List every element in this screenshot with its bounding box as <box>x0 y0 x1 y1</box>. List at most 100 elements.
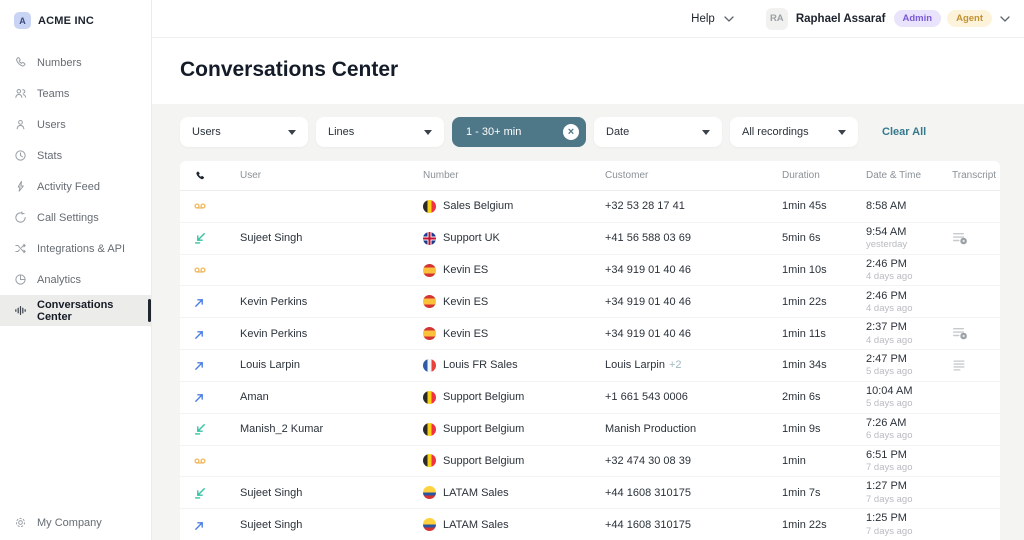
table-row[interactable]: Sujeet Singh LATAM Sales +44 1608 310175 1m… <box>180 509 1000 540</box>
table-row[interactable]: Sujeet Singh LATAM Sales +44 1608 310175 1m… <box>180 477 1000 510</box>
customer-cell: Louis Larpin +2 <box>605 359 682 372</box>
user-cell: Sujeet Singh <box>240 232 303 245</box>
brand[interactable]: A ACME INC <box>0 0 151 39</box>
flag-be-icon <box>423 390 436 404</box>
time-value: 1:27 PM <box>866 480 907 493</box>
relative-date: 5 days ago <box>866 366 913 378</box>
flag-be-icon <box>423 422 436 436</box>
user-menu[interactable]: RA Raphael Assaraf Admin Agent <box>765 7 1010 30</box>
column-header-user: User <box>240 170 262 181</box>
sidebar-item-label: Numbers <box>37 56 82 69</box>
flag-fr-icon <box>423 358 436 372</box>
duration-cell: 1min 11s <box>782 327 826 340</box>
flag-be-icon <box>423 454 436 468</box>
number-cell: LATAM Sales <box>423 518 605 532</box>
duration-cell: 1min 45s <box>782 200 827 213</box>
sidebar-item-analytics[interactable]: Analytics <box>0 264 151 295</box>
duration-cell: 1min 7s <box>782 486 821 499</box>
role-badges: Admin Agent <box>893 10 992 27</box>
sidebar-item-stats[interactable]: Stats <box>0 140 151 171</box>
inbound-call-icon <box>180 232 240 244</box>
sidebar-item-call-settings[interactable]: Call Settings <box>0 202 151 233</box>
help-menu[interactable]: Help <box>691 13 734 25</box>
transcript-cell[interactable] <box>952 232 1000 245</box>
number-cell: Sales Belgium <box>423 199 605 213</box>
user-cell: Sujeet Singh <box>240 486 303 499</box>
transcript-cell[interactable] <box>952 359 1000 372</box>
inbound-call-icon <box>180 487 240 499</box>
table-row[interactable]: Sujeet Singh Support UK +41 56 588 03 69 5m… <box>180 223 1000 255</box>
datetime-cell: 7:26 AM 6 days ago <box>866 416 952 443</box>
sidebar-item-integrations-api[interactable]: Integrations & API <box>0 233 151 264</box>
customer-cell: +44 1608 310175 <box>605 518 691 531</box>
sidebar-item-label: Integrations & API <box>37 242 126 255</box>
table-row[interactable]: Manish_2 Kumar Support Belgium Manish Prod… <box>180 414 1000 446</box>
voicemail-icon <box>180 200 240 212</box>
flag-be-icon <box>423 199 436 213</box>
table-row[interactable]: Support Belgium +32 474 30 08 39 1min 6:51 … <box>180 446 1000 478</box>
integrations-icon <box>14 242 27 255</box>
datetime-cell: 2:46 PM 4 days ago <box>866 257 952 284</box>
chip-label: 1 - 30+ min <box>466 126 522 138</box>
user-cell: Manish_2 Kumar <box>240 423 324 436</box>
content-area: Users Lines 1 - 30+ min × Date All recordings… <box>152 104 1024 540</box>
sidebar: A ACME INC Numbers Teams Users Stats Activit… <box>0 0 152 540</box>
number-cell: Support Belgium <box>423 454 605 468</box>
table-row[interactable]: Kevin Perkins Kevin ES +34 919 01 40 46 1mi… <box>180 318 1000 351</box>
line-name: Support Belgium <box>443 454 525 467</box>
table-row[interactable]: Sales Belgium +32 53 28 17 41 1min 45s 8:58… <box>180 191 1000 223</box>
table-row[interactable]: Aman Support Belgium +1 661 543 0006 2min 6… <box>180 382 1000 414</box>
customer-cell: +1 661 543 0006 <box>605 391 688 404</box>
table-row[interactable]: Kevin Perkins Kevin ES +34 919 01 40 46 1mi… <box>180 286 1000 319</box>
filter-dropdown-date[interactable]: Date <box>594 117 722 147</box>
column-header-transcript: Transcript <box>952 170 997 181</box>
caret-down-icon <box>288 129 296 135</box>
conversations-table: User Number Customer Duration Date & Time Tra… <box>180 161 1000 540</box>
flag-co-icon <box>423 518 436 532</box>
sidebar-item-teams[interactable]: Teams <box>0 78 151 109</box>
filter-dropdown-users[interactable]: Users <box>180 117 308 147</box>
sidebar-item-label: Call Settings <box>37 211 99 224</box>
user-icon <box>14 118 27 131</box>
table-row[interactable]: Kevin ES +34 919 01 40 46 1min 10s 2:46 PM 4… <box>180 255 1000 287</box>
table-row[interactable]: Louis Larpin Louis FR Sales Louis Larpin +2… <box>180 350 1000 382</box>
transcript-cell[interactable] <box>952 327 1000 340</box>
user-cell: Louis Larpin <box>240 359 300 372</box>
sidebar-item-my-company[interactable]: My Company <box>0 507 151 538</box>
sidebar-item-users[interactable]: Users <box>0 109 151 140</box>
active-indicator <box>148 299 151 322</box>
clear-all-button[interactable]: Clear All <box>882 126 927 138</box>
user-cell: Kevin Perkins <box>240 295 308 308</box>
outbound-call-icon <box>180 296 240 308</box>
filter-dropdown-lines[interactable]: Lines <box>316 117 444 147</box>
voicemail-icon <box>180 264 240 276</box>
column-header-number: Number <box>423 170 459 181</box>
sidebar-item-numbers[interactable]: Numbers <box>0 47 151 78</box>
brand-name: ACME INC <box>38 14 94 27</box>
agent-badge: Agent <box>947 10 992 27</box>
time-value: 2:46 PM <box>866 289 907 302</box>
close-icon[interactable]: × <box>563 124 579 140</box>
main-area: Help RA Raphael Assaraf Admin Agent Conve… <box>152 0 1024 540</box>
line-name: Support Belgium <box>443 423 525 436</box>
duration-cell: 1min 9s <box>782 423 821 436</box>
datetime-cell: 10:04 AM 5 days ago <box>866 384 952 411</box>
sidebar-item-conversations-center[interactable]: Conversations Center <box>0 295 151 326</box>
call-settings-icon <box>14 211 27 224</box>
chevron-down-icon[interactable] <box>1000 15 1010 22</box>
table-body: Sales Belgium +32 53 28 17 41 1min 45s 8:58… <box>180 191 1000 540</box>
caret-down-icon <box>424 129 432 135</box>
sidebar-item-activity-feed[interactable]: Activity Feed <box>0 171 151 202</box>
admin-badge: Admin <box>893 10 942 27</box>
filter-chip-duration[interactable]: 1 - 30+ min × <box>452 117 586 147</box>
outbound-call-icon <box>180 328 240 340</box>
outbound-call-icon <box>180 519 240 531</box>
relative-date: 7 days ago <box>866 461 913 473</box>
filter-label: Users <box>192 126 221 138</box>
customer-cell: +32 53 28 17 41 <box>605 200 685 213</box>
teams-icon <box>14 87 27 100</box>
customer-cell: +41 56 588 03 69 <box>605 232 691 245</box>
filter-dropdown-all-recordings[interactable]: All recordings <box>730 117 858 147</box>
conversations-icon <box>14 304 27 317</box>
